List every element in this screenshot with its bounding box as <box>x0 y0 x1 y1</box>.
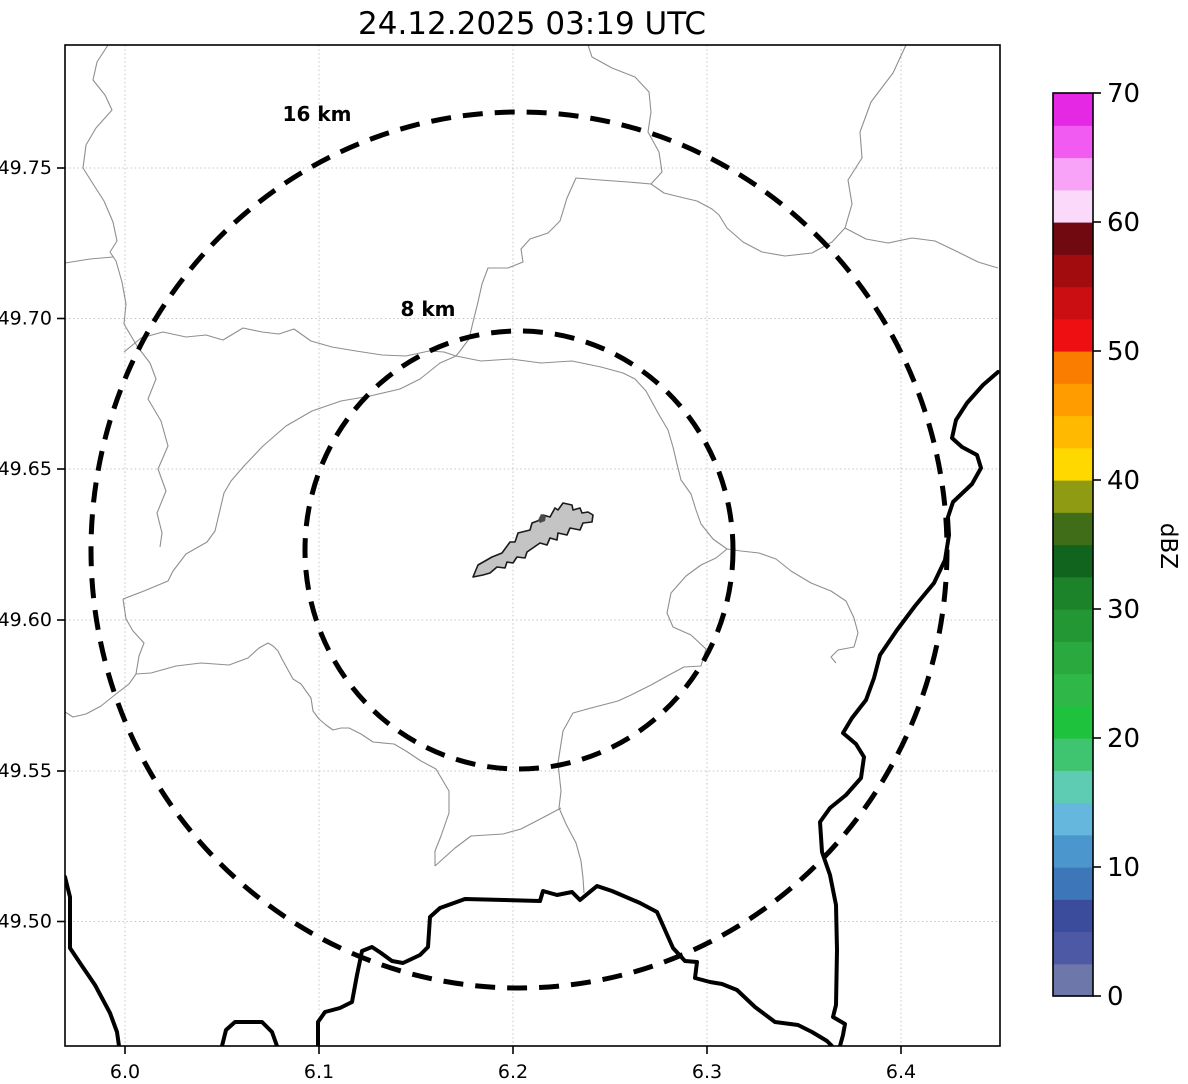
colorbar-segment <box>1053 286 1093 320</box>
colorbar: 0 10 20 30 40 50 60 70 dBZ <box>1052 79 1181 1012</box>
x-tick-label: 6.1 <box>304 1061 334 1083</box>
colorbar-tick-label: 60 <box>1107 208 1140 238</box>
colorbar-segment <box>1053 447 1093 481</box>
colorbar-segment <box>1053 931 1093 965</box>
colorbar-segment <box>1053 157 1093 191</box>
y-tick-label: 49.70 <box>0 308 52 330</box>
colorbar-tick-label: 20 <box>1107 724 1140 754</box>
country-borders <box>65 370 1000 1046</box>
colorbar-segment <box>1053 738 1093 771</box>
colorbar-tick-label: 40 <box>1107 466 1140 496</box>
colorbar-ticks: 0 10 20 30 40 50 60 70 <box>1093 79 1140 1012</box>
colorbar-segment <box>1053 609 1093 642</box>
country-border-bump <box>220 1020 279 1046</box>
range-ring-16km <box>88 109 950 991</box>
colorbar-segment <box>1053 512 1093 546</box>
colorbar-segment <box>1053 576 1093 610</box>
colorbar-frame <box>1052 92 1094 997</box>
colorbar-segment <box>1053 383 1093 417</box>
city-area <box>472 502 594 578</box>
colorbar-label: dBZ <box>1155 523 1181 569</box>
ring-label-8km: 8 km <box>400 297 455 321</box>
x-tick-label: 6.0 <box>110 1061 140 1083</box>
x-axis-tick-labels: 6.0 6.1 6.2 6.3 6.4 <box>110 1061 916 1083</box>
x-tick-label: 6.2 <box>498 1061 528 1083</box>
colorbar-segment <box>1053 125 1093 159</box>
page-title: 24.12.2025 03:19 UTC <box>358 6 706 42</box>
colorbar-tick-label: 50 <box>1107 337 1140 367</box>
colorbar-segment <box>1053 254 1093 288</box>
admin-boundaries <box>65 45 999 894</box>
y-tick-label: 49.50 <box>0 911 52 933</box>
x-tick-label: 6.3 <box>692 1061 722 1083</box>
colorbar-segment <box>1053 963 1093 997</box>
country-border-southwest <box>65 875 121 1046</box>
y-tick-label: 49.60 <box>0 609 52 631</box>
range-rings <box>88 109 950 991</box>
colorbar-segments <box>1053 93 1093 997</box>
colorbar-segment <box>1053 834 1093 868</box>
colorbar-segment <box>1053 802 1093 836</box>
map-frame <box>64 44 1001 1047</box>
colorbar-segment <box>1053 899 1093 933</box>
colorbar-segment <box>1053 770 1093 804</box>
colorbar-segment <box>1053 318 1093 352</box>
colorbar-segment <box>1053 673 1093 707</box>
colorbar-segment <box>1053 93 1093 126</box>
axis-ticks <box>57 167 902 1054</box>
colorbar-segment <box>1053 415 1093 449</box>
colorbar-segment <box>1053 705 1093 739</box>
country-border-south <box>316 884 834 1046</box>
city-polygon <box>472 502 594 578</box>
radar-site-marker <box>538 514 546 523</box>
y-tick-label: 49.75 <box>0 157 52 179</box>
colorbar-segment <box>1053 222 1093 255</box>
colorbar-segment <box>1053 189 1093 223</box>
colorbar-tick-label: 70 <box>1107 79 1140 109</box>
colorbar-tick-label: 0 <box>1107 982 1124 1012</box>
colorbar-segment <box>1053 867 1093 900</box>
colorbar-segment <box>1053 351 1093 384</box>
colorbar-tick-label: 30 <box>1107 595 1140 625</box>
colorbar-tick-label: 10 <box>1107 853 1140 883</box>
y-tick-label: 49.55 <box>0 760 52 782</box>
x-tick-label: 6.4 <box>886 1061 916 1083</box>
ring-label-16km: 16 km <box>283 102 352 126</box>
colorbar-segment <box>1053 480 1093 513</box>
colorbar-segment <box>1053 544 1093 578</box>
colorbar-segment <box>1053 641 1093 675</box>
y-axis-tick-labels: 49.75 49.70 49.65 49.60 49.55 49.50 <box>0 157 52 933</box>
range-ring-8km <box>302 328 736 772</box>
country-border-east <box>818 370 1000 1046</box>
y-tick-label: 49.65 <box>0 458 52 480</box>
